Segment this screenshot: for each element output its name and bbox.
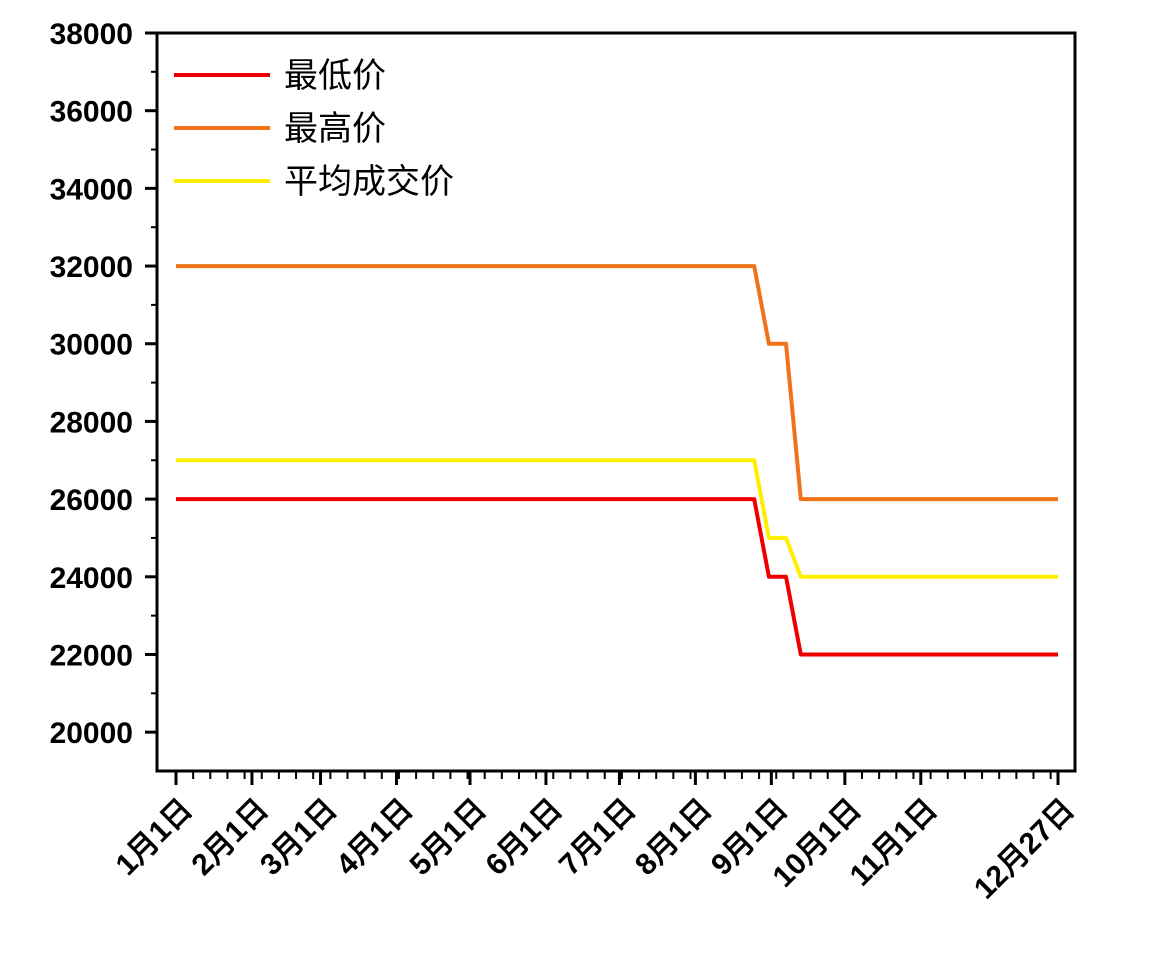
x-tick-label: 8月1日: [629, 793, 718, 882]
y-axis: 20000 22000 24000 26000 28000 30000 32000 34000…: [50, 18, 157, 750]
plot-frame: [155, 31, 1077, 773]
y-tick-label: 28000: [50, 406, 133, 439]
y-tick-label: 34000: [50, 173, 133, 206]
y-tick-label: 38000: [50, 18, 133, 51]
x-tick-label: 3月1日: [254, 793, 343, 882]
legend-label: 最高价: [284, 109, 386, 149]
series-line-3: [176, 458, 1058, 579]
legend-label: 最低价: [284, 56, 386, 96]
x-tick-label: 5月1日: [404, 793, 493, 882]
legend-label: 平均成交价: [284, 162, 454, 202]
y-tick-label: 26000: [50, 484, 133, 517]
x-axis: 1月1日2月1日3月1日4月1日5月1日6月1日7月1日8月1日9月1日10月1…: [110, 771, 1081, 906]
x-tick-label: 4月1日: [330, 793, 419, 882]
y-tick-label: 36000: [50, 96, 133, 129]
series-layer: [176, 264, 1058, 657]
y-tick-label: 24000: [50, 562, 133, 595]
series-line-1: [176, 497, 1058, 657]
x-tick-label: 12月27日: [968, 793, 1081, 906]
y-tick-label: 30000: [50, 329, 133, 362]
y-tick-label: 20000: [50, 717, 133, 750]
y-tick-label: 22000: [50, 639, 133, 672]
x-tick-label: 7月1日: [553, 793, 642, 882]
x-tick-label: 6月1日: [480, 793, 569, 882]
y-tick-label: 32000: [50, 251, 133, 284]
series-line-2: [176, 264, 1058, 502]
x-tick-label: 1月1日: [110, 793, 199, 882]
x-tick-label: 2月1日: [186, 793, 275, 882]
